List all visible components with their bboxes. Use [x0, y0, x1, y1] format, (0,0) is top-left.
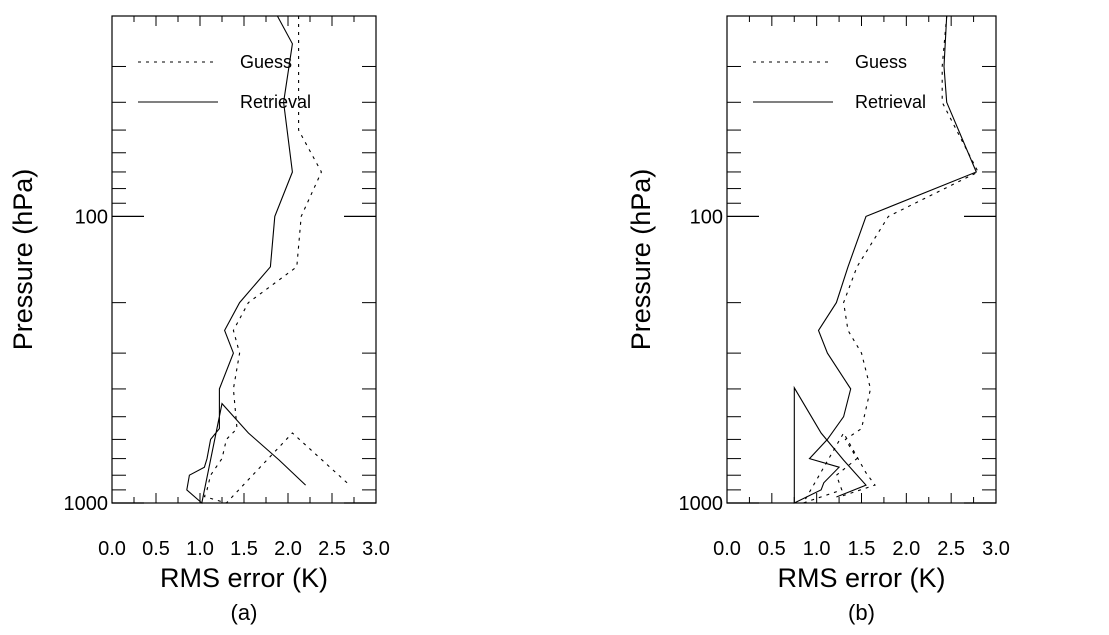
panel-b-y-tick-label: 1000 [679, 493, 724, 515]
panel-b-x-tick-label: 1.0 [803, 538, 831, 560]
panel-b-x-tick-label: 0.0 [713, 538, 741, 560]
panel-a-caption: (a) [231, 600, 258, 625]
panel-a-series-retrieval-line [186, 15, 306, 505]
panel-a-y-tick-label: 100 [75, 206, 108, 228]
panel-a-legend-retrieval-label: Retrieval [240, 92, 311, 112]
panel-b-legend-guess-label: Guess [855, 52, 907, 72]
panel-a-x-tick-label: 3.0 [362, 538, 390, 560]
panel-a-plot-frame [111, 15, 377, 504]
panel-b-series-guess-line [801, 15, 979, 504]
panel-b-x-tick-label: 1.5 [848, 538, 876, 560]
panel-b-x-axis-label: RMS error (K) [778, 563, 946, 593]
panel-b-x-tick-label: 3.0 [982, 538, 1010, 560]
panel-b-x-tick-label: 0.5 [758, 538, 786, 560]
panel-a-x-tick-label: 1.0 [186, 538, 214, 560]
panel-b-plot-frame [726, 15, 997, 504]
panel-b-x-tick-label: 2.0 [892, 538, 920, 560]
panel-b-x-tick-label: 2.5 [937, 538, 965, 560]
panel-a-x-axis-label: RMS error (K) [160, 563, 328, 593]
panel-a-series-guess-line [203, 16, 350, 504]
panel-a-y-tick-label: 1000 [64, 493, 109, 515]
panel-b-y-axis-label: Pressure (hPa) [626, 169, 656, 351]
panel-b-caption: (b) [848, 600, 875, 625]
panel-a-x-tick-label: 0.5 [142, 538, 170, 560]
panel-a-legend-guess-label: Guess [240, 52, 292, 72]
panel-b-series-retrieval-line [793, 15, 978, 504]
panel-a-x-tick-label: 1.5 [230, 538, 258, 560]
panel-a-x-tick-label: 0.0 [98, 538, 126, 560]
panel-b-legend-retrieval-label: Retrieval [855, 92, 926, 112]
panel-a-y-axis-label: Pressure (hPa) [8, 169, 38, 351]
panel-b-y-tick-label: 100 [690, 206, 723, 228]
panel-a-x-tick-label: 2.0 [274, 538, 302, 560]
panel-a-x-tick-label: 2.5 [318, 538, 346, 560]
